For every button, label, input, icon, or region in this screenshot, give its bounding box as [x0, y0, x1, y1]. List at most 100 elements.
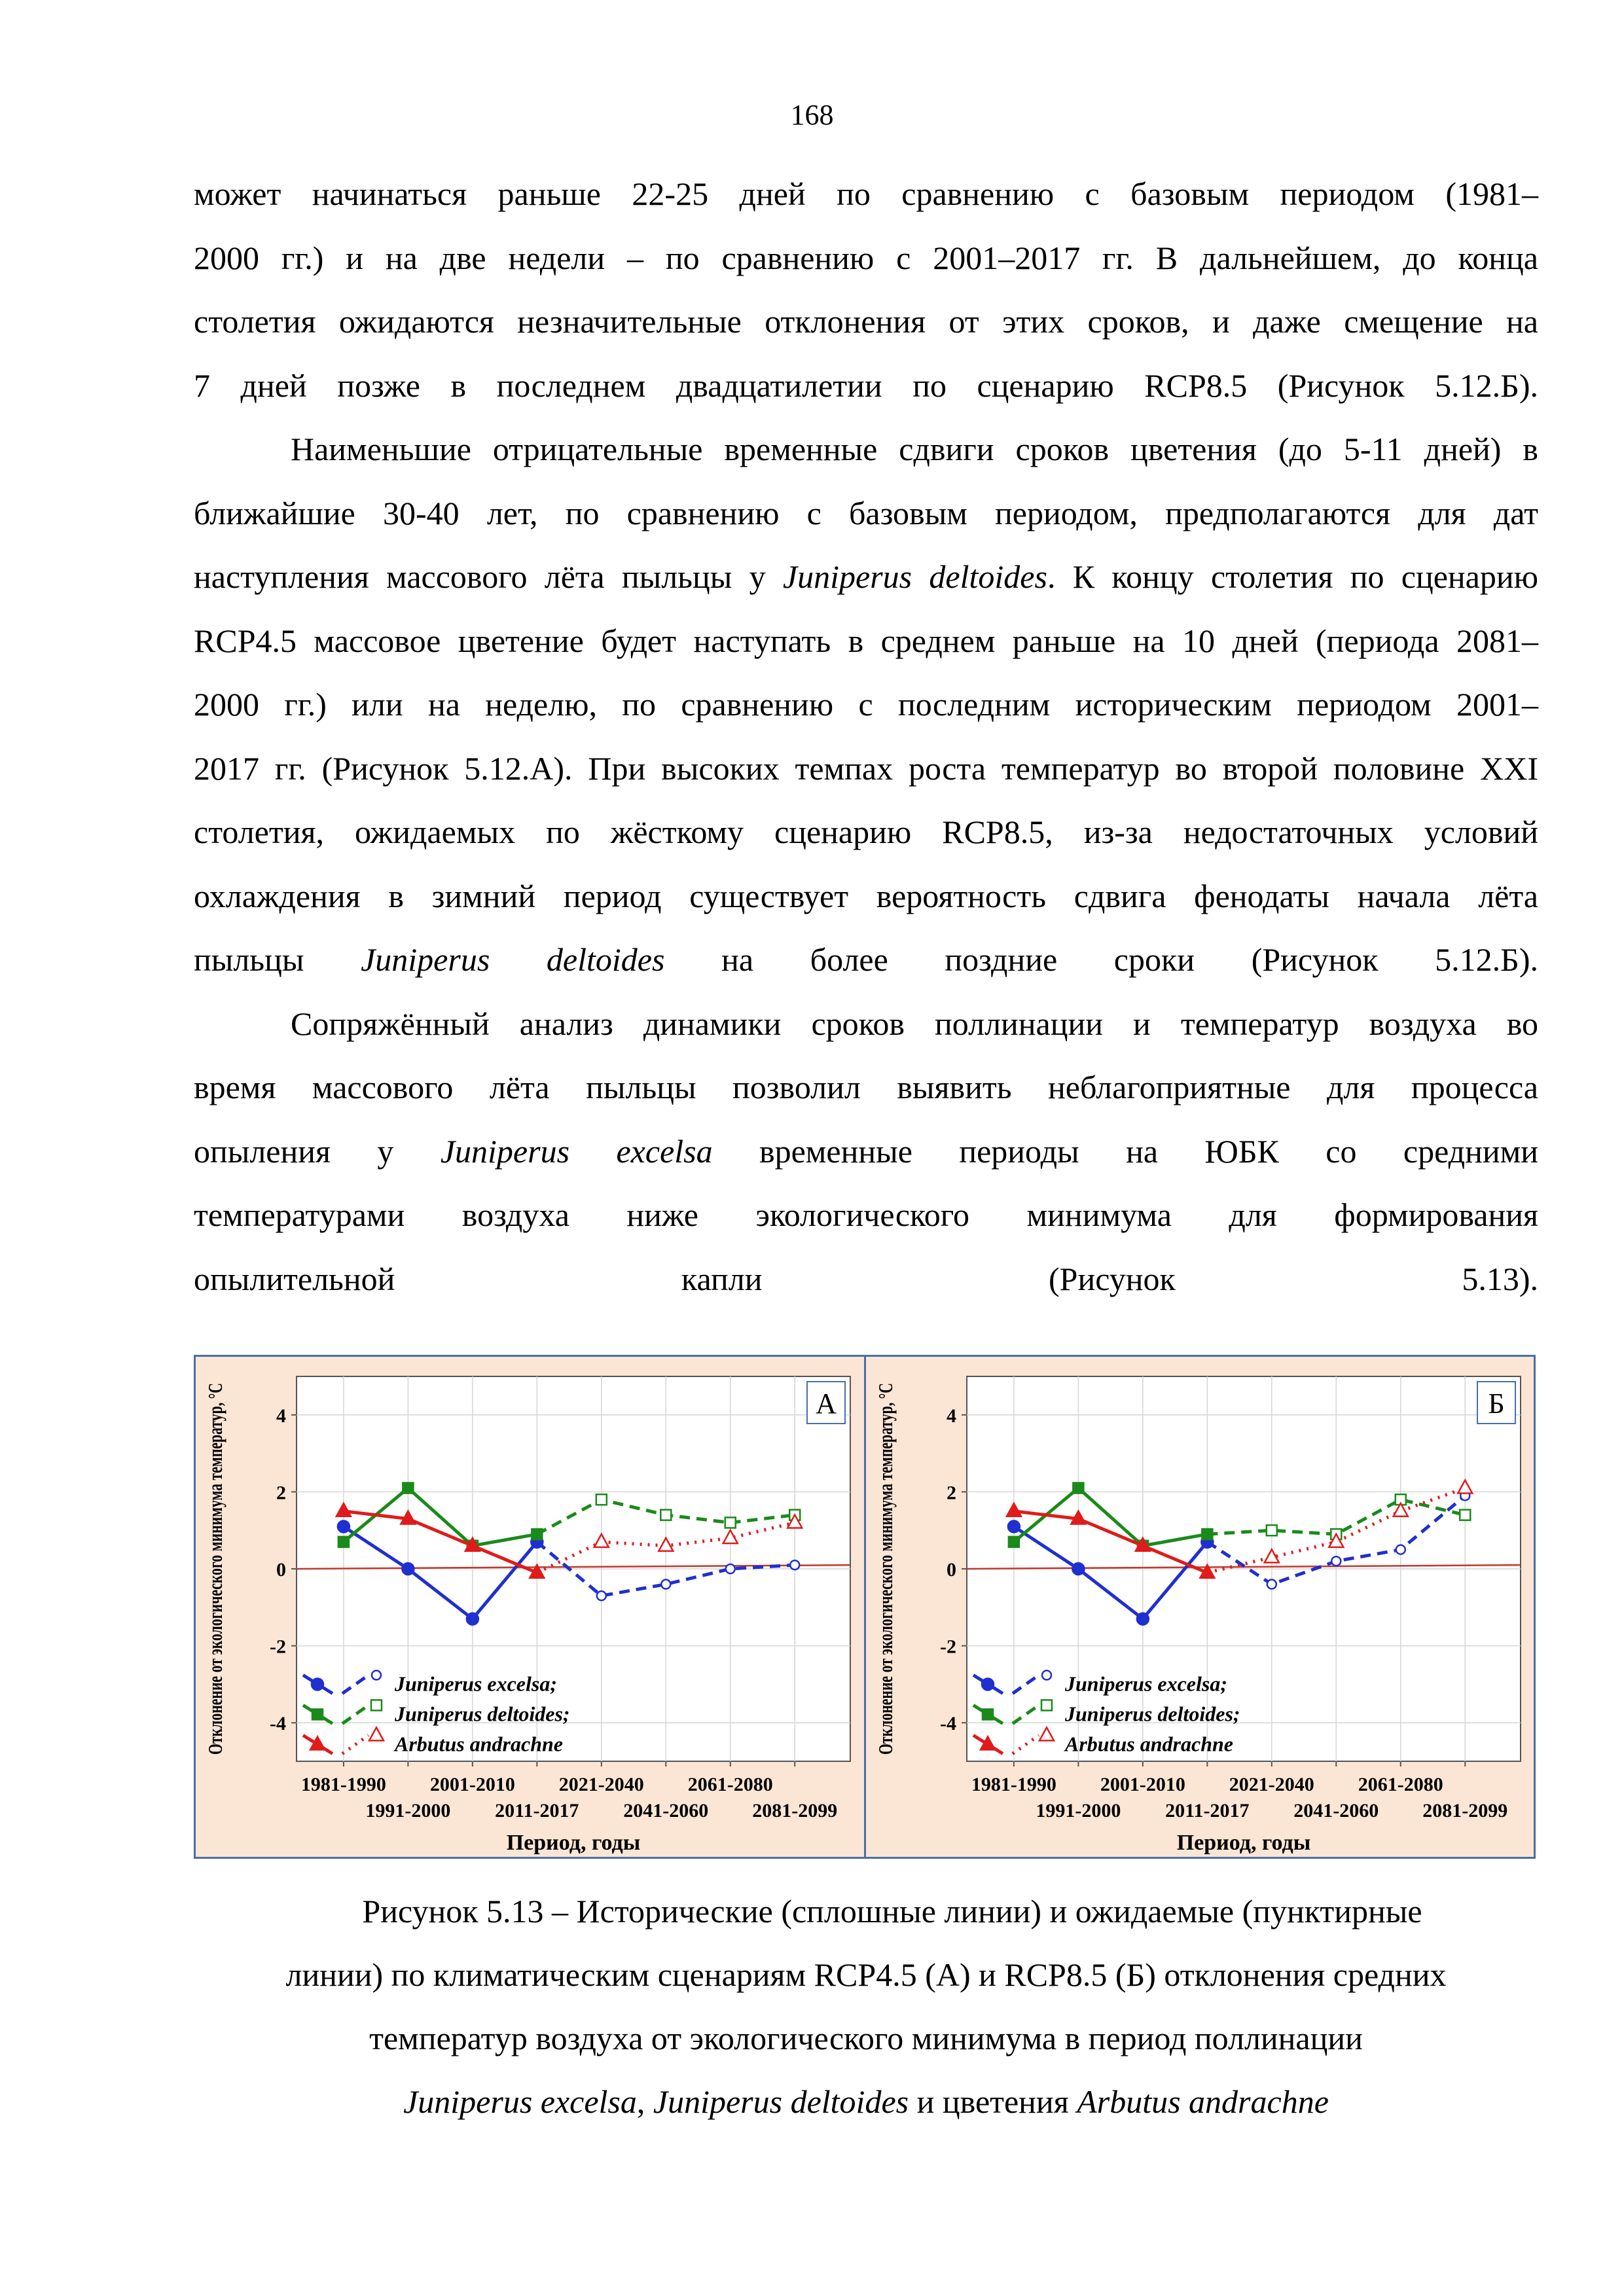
caption-line-4: Juniperus excelsa, Juniperus deltoides и…: [194, 2070, 1538, 2134]
legend-line-projected: [341, 1704, 370, 1725]
y-tick-label: -4: [940, 1713, 956, 1734]
italic-species-name: Juniperus deltoides: [361, 941, 665, 978]
data-point-triangle: [1456, 1478, 1474, 1494]
data-point-circle: [789, 1559, 801, 1571]
italic-species-name: Juniperus deltoides: [782, 558, 1047, 595]
data-point-triangle: [1070, 1509, 1087, 1525]
text-run: столетия ожидаются незначительные отклон…: [194, 303, 1538, 340]
data-point-triangle: [1392, 1501, 1409, 1518]
data-point-triangle: [528, 1563, 546, 1579]
y-tick-label: -4: [270, 1713, 286, 1734]
x-tick-label: 2011-2017: [495, 1800, 579, 1821]
data-point-triangle: [592, 1532, 610, 1549]
data-point-circle: [336, 1520, 351, 1534]
italic-species-name: Juniperus excelsa: [440, 1132, 713, 1170]
text-run: охлаждения в зимний период существует ве…: [194, 877, 1538, 914]
caption-line-3: температур воздуха от экологического мин…: [194, 2007, 1538, 2070]
text-run: ,: [636, 2083, 653, 2120]
page-number: 168: [790, 99, 834, 131]
text-run: и цветения: [909, 2083, 1077, 2120]
text-run: может начинаться раньше 22-25 дней по ср…: [194, 175, 1538, 212]
data-point-square: [981, 1708, 994, 1721]
paragraph-2: Наименьшие отрицательные временные сдвиг…: [194, 418, 1538, 992]
y-tick-label: 4: [947, 1405, 956, 1427]
x-axis-label: Период, годы: [507, 1831, 641, 1855]
legend-line-projected: [341, 1674, 370, 1695]
data-point-triangle: [367, 1725, 386, 1742]
data-point-circle: [1395, 1544, 1407, 1555]
data-point-circle: [1007, 1520, 1021, 1534]
text-run: температур воздуха от экологического мин…: [369, 2020, 1363, 2056]
data-point-circle: [1041, 1670, 1053, 1681]
x-tick-label: 2001-2010: [1100, 1774, 1185, 1795]
x-tick-label: 2041-2060: [1293, 1800, 1379, 1821]
paragraph-3: Сопряжённый анализ динамики сроков полли…: [194, 992, 1538, 1312]
data-point-circle: [981, 1677, 995, 1691]
chart-panel-a: -4 -2 0 2 4 1981-1990 1991-2000 2001-2010 2011-2…: [204, 1376, 851, 1855]
text-run: пыльцы: [194, 941, 361, 978]
data-point-triangle: [786, 1513, 804, 1529]
data-point-square: [1458, 1509, 1471, 1521]
series-line-historical: [1013, 1509, 1208, 1575]
x-tick-label: 2061-2080: [688, 1774, 773, 1795]
data-point-circle: [370, 1670, 382, 1681]
x-tick-label: 1981-1990: [971, 1774, 1056, 1795]
figure-5-13: -4 -2 0 2 4 1981-1990 1991-2000 2001-2010 2011-2…: [194, 1355, 1536, 1859]
text-run: 7 дней позже в последнем двадцатилетии п…: [194, 367, 1538, 404]
text-run: временные периоды на ЮБК со средними: [712, 1132, 1538, 1170]
data-point-square: [1201, 1528, 1214, 1541]
legend-line-projected: [1011, 1674, 1040, 1695]
text-run: ближайшие 30-40 лет, по сравнению с базо…: [194, 494, 1538, 531]
data-point-triangle: [1327, 1532, 1345, 1549]
series-line-historical: [1013, 1525, 1209, 1621]
legend-label: Arbutus andrachne: [393, 1732, 563, 1755]
y-tick-label: 4: [276, 1405, 286, 1427]
text-run: Сопряжённый анализ динамики сроков полли…: [291, 1005, 1538, 1042]
series-line-historical: [343, 1509, 538, 1575]
figure-divider: [864, 1357, 866, 1857]
data-point-triangle: [1134, 1536, 1151, 1552]
x-tick-label: 2001-2010: [430, 1774, 515, 1795]
series-line-historical: [342, 1525, 539, 1621]
data-point-triangle: [721, 1528, 739, 1545]
data-point-triangle: [1005, 1501, 1023, 1518]
text-run: на более поздние сроки (Рисунок 5.12.Б).: [664, 941, 1538, 978]
caption-line-1: Рисунок 5.13 – Исторические (сплошные ли…: [194, 1880, 1538, 1943]
italic-species-name: Juniperus excelsa: [403, 2083, 637, 2120]
text-run: линии) по климатическим сценариям RCP4.5…: [285, 1956, 1447, 1993]
data-point-square: [1265, 1524, 1278, 1537]
data-point-square: [595, 1493, 608, 1506]
text-run: Наименьшие отрицательные временные сдвиг…: [291, 431, 1538, 467]
data-point-circle: [1331, 1555, 1342, 1567]
legend-label: Juniperus deltoides;: [1064, 1702, 1240, 1725]
text-run: столетия, ожидаемых по жёсткому сценарию…: [194, 814, 1538, 850]
y-tick-label: 0: [276, 1559, 286, 1581]
text-run: . К концу столетия по сценарию: [1047, 558, 1538, 595]
text-run: опыления у: [194, 1132, 441, 1170]
legend-label: Juniperus excelsa;: [1064, 1672, 1227, 1695]
panel-label: А: [816, 1388, 837, 1420]
y-axis-label: Отклонение от экологического минимума те…: [874, 1383, 897, 1755]
data-point-triangle: [399, 1509, 417, 1525]
text-run: Рисунок 5.13 – Исторические (сплошные ли…: [362, 1893, 1422, 1929]
y-tick-label: 2: [276, 1482, 286, 1503]
data-point-circle: [1072, 1562, 1085, 1576]
x-tick-label: 2081-2099: [752, 1800, 837, 1821]
data-point-triangle: [979, 1734, 997, 1751]
data-point-square: [660, 1509, 672, 1521]
data-point-triangle: [1199, 1563, 1216, 1579]
data-point-triangle: [334, 1501, 353, 1518]
data-point-triangle: [1038, 1725, 1056, 1742]
x-tick-label: 2041-2060: [623, 1800, 708, 1821]
y-tick-label: 0: [947, 1559, 956, 1581]
x-tick-label: 2021-2040: [559, 1774, 644, 1795]
data-point-square: [1072, 1482, 1085, 1494]
data-point-circle: [1266, 1579, 1278, 1590]
text-run: 2000 гг.) или на неделю, по сравнению с …: [194, 686, 1538, 723]
data-point-triangle: [657, 1536, 675, 1552]
legend-label: Juniperus deltoides;: [394, 1702, 570, 1725]
data-point-circle: [596, 1590, 607, 1602]
series-line-projected: [536, 1521, 795, 1575]
legend-line-projected: [1011, 1734, 1040, 1755]
italic-species-name: Juniperus deltoides: [653, 2083, 909, 2120]
